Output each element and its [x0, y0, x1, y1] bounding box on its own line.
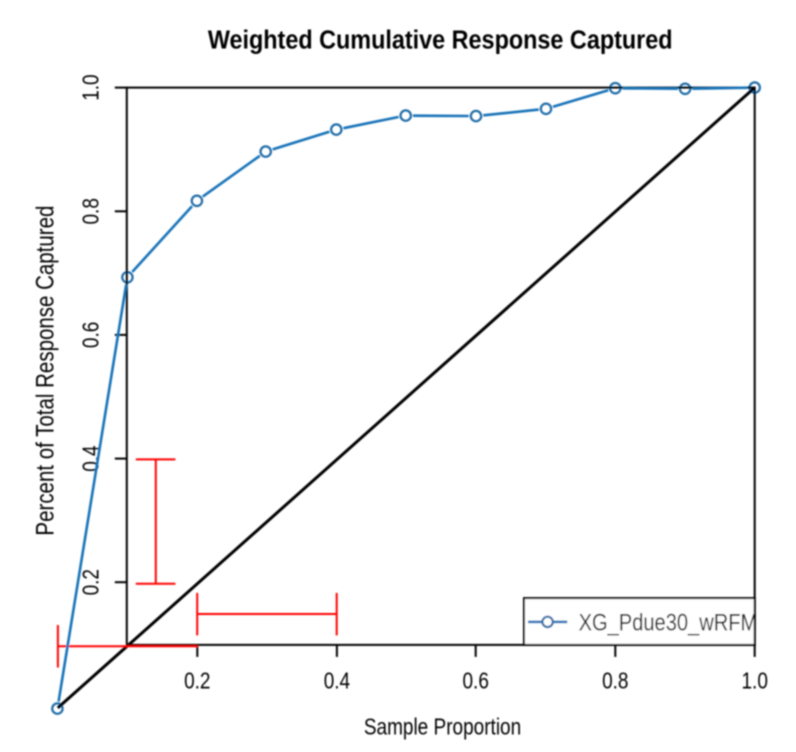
svg-text:0.2: 0.2: [79, 569, 104, 595]
svg-text:1.0: 1.0: [741, 669, 767, 694]
svg-text:XG_Pdue30_wRFM: XG_Pdue30_wRFM: [579, 609, 758, 636]
svg-text:1.0: 1.0: [79, 74, 104, 100]
svg-text:Sample Proportion: Sample Proportion: [364, 715, 521, 740]
svg-text:0.8: 0.8: [602, 669, 628, 694]
svg-text:0.8: 0.8: [79, 198, 104, 224]
svg-text:0.4: 0.4: [324, 669, 351, 694]
svg-text:Weighted Cumulative Response C: Weighted Cumulative Response Captured: [208, 26, 673, 54]
svg-text:Percent of Total Response Capt: Percent of Total Response Captured: [30, 206, 59, 536]
svg-text:0.2: 0.2: [184, 669, 210, 694]
svg-text:0.6: 0.6: [79, 322, 104, 348]
svg-text:0.6: 0.6: [462, 669, 488, 694]
